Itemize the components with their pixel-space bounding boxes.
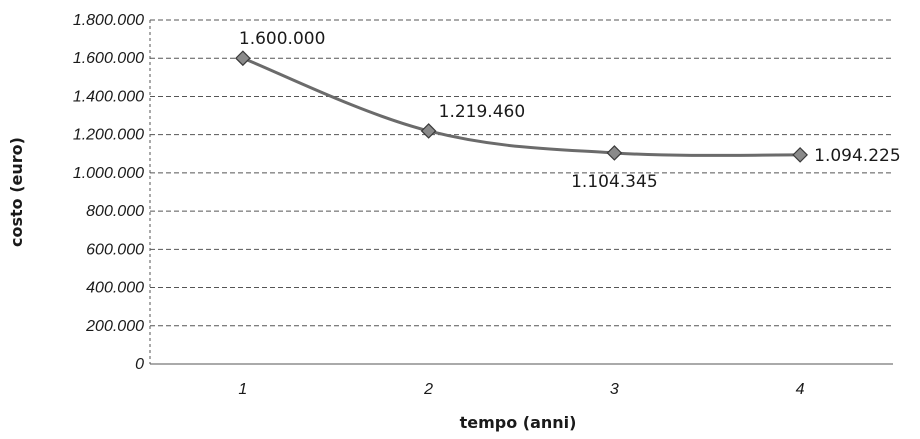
y-tick-label: 600.000	[86, 241, 144, 258]
x-axis-label: tempo (anni)	[460, 413, 577, 432]
y-tick-label: 1.400.000	[73, 88, 144, 105]
data-label: 1.600.000	[239, 29, 326, 49]
y-tick-label: 1.000.000	[73, 165, 144, 182]
x-tick-label: 2	[423, 381, 433, 398]
y-tick-label: 1.200.000	[73, 127, 144, 144]
data-point-marker	[606, 145, 623, 161]
data-label: 1.094.225	[814, 146, 901, 166]
y-tick-label: 200.000	[85, 318, 144, 335]
data-point-marker	[792, 147, 808, 163]
x-tick-labels: 1 2 3 4	[238, 381, 804, 398]
y-tick-labels: 0 200.000 400.000 600.000 800.000 1.000.000 1.…	[73, 12, 144, 373]
y-tick-label: 800.000	[86, 203, 144, 220]
x-tick-label: 3	[610, 381, 619, 398]
y-tick-label: 1.600.000	[73, 50, 144, 67]
y-tick-label: 400.000	[86, 280, 144, 297]
x-tick-label: 4	[796, 381, 805, 398]
data-label: 1.219.460	[439, 102, 526, 122]
data-point-marker	[235, 50, 251, 67]
data-labels: 1.600.000 1.219.460 1.104.345 1.094.225	[239, 29, 901, 192]
data-markers	[235, 50, 808, 163]
series-line	[242, 56, 801, 157]
y-axis-label: costo (euro)	[7, 137, 26, 247]
gridlines	[150, 19, 893, 365]
y-tick-label: 0	[135, 356, 144, 373]
data-point-marker	[420, 123, 437, 139]
y-tick-label: 1.800.000	[73, 12, 144, 29]
x-tick-label: 1	[238, 381, 247, 398]
data-label: 1.104.345	[571, 172, 658, 192]
